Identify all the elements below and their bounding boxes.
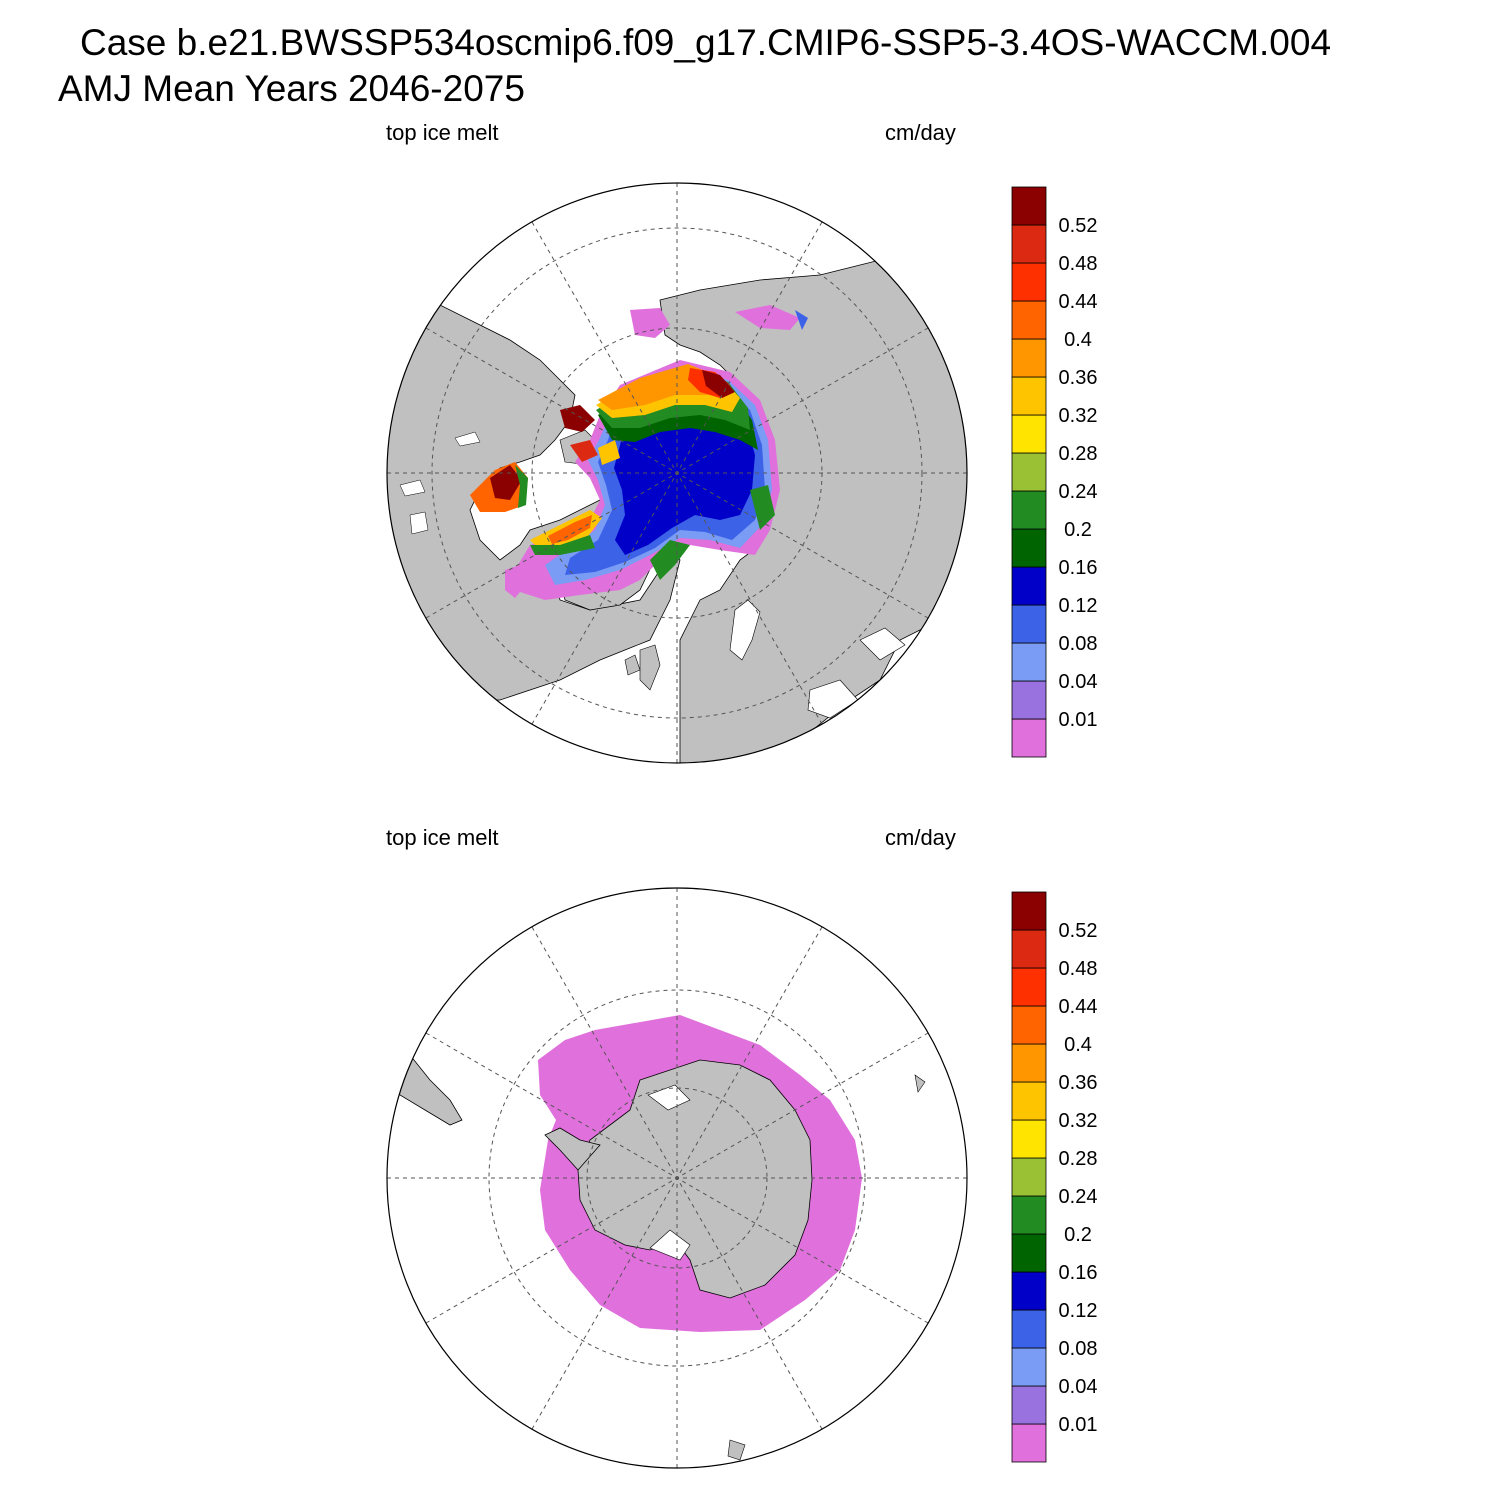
north-colorbar-label-11: 0.44 xyxy=(1059,291,1098,313)
north-colorbar-box-8 xyxy=(1011,414,1047,454)
north-colorbar-box-13 xyxy=(1011,224,1047,264)
south-colorbar-box-4 xyxy=(1011,1271,1047,1311)
north-colorbar-box-0 xyxy=(1011,718,1047,758)
north-colorbar-box-2 xyxy=(1011,642,1047,682)
south-units-label: cm/day xyxy=(885,825,956,850)
south-colorbar-label-4: 0.16 xyxy=(1059,1262,1098,1284)
south-colorbar-box-8 xyxy=(1011,1119,1047,1159)
north-colorbar-label-12: 0.48 xyxy=(1059,253,1098,275)
north-colorbar-label-9: 0.36 xyxy=(1059,367,1098,389)
north-colorbar-box-14 xyxy=(1011,186,1047,226)
south-colorbar-box-1 xyxy=(1011,1385,1047,1425)
north-colorbar-label-1: 0.04 xyxy=(1059,671,1098,693)
south-colorbar-box-11 xyxy=(1011,1005,1047,1045)
south-colorbar-box-13 xyxy=(1011,929,1047,969)
south-colorbar-label-3: 0.12 xyxy=(1059,1300,1098,1322)
south-colorbar-label-11: 0.44 xyxy=(1059,996,1098,1018)
south-colorbar-box-2 xyxy=(1011,1347,1047,1387)
south-colorbar-label-2: 0.08 xyxy=(1059,1338,1098,1360)
south-variable-label: top ice melt xyxy=(386,825,499,850)
south-colorbar-box-7 xyxy=(1011,1157,1047,1197)
north-variable-label: top ice melt xyxy=(386,120,499,145)
north-colorbar-box-3 xyxy=(1011,604,1047,644)
south-graticule xyxy=(387,888,967,1468)
north-colorbar-label-6: 0.24 xyxy=(1059,481,1098,503)
north-colorbar-box-6 xyxy=(1011,490,1047,530)
south-colorbar-box-0 xyxy=(1011,1423,1047,1463)
north-colorbar-label-2: 0.08 xyxy=(1059,633,1098,655)
south-colorbar-label-9: 0.36 xyxy=(1059,1072,1098,1094)
north-colorbar-box-1 xyxy=(1011,680,1047,720)
south-colorbar-label-0: 0.01 xyxy=(1059,1414,1098,1436)
north-polar-map xyxy=(386,182,968,764)
north-graticule xyxy=(387,183,967,763)
north-colorbar-box-11 xyxy=(1011,300,1047,340)
south-colorbar-label-12: 0.48 xyxy=(1059,958,1098,980)
north-colorbar: 0.01 0.04 0.08 0.12 0.16 0.2 0.24 0.28 0.32 0.36 0… xyxy=(1011,186,1098,758)
south-colorbar-box-5 xyxy=(1011,1233,1047,1273)
north-colorbar-label-7: 0.28 xyxy=(1059,443,1098,465)
north-colorbar-box-5 xyxy=(1011,528,1047,568)
north-colorbar-label-10: 0.4 xyxy=(1064,329,1092,351)
south-colorbar-box-3 xyxy=(1011,1309,1047,1349)
north-ice-melt-field xyxy=(470,305,808,600)
south-colorbar-box-10 xyxy=(1011,1043,1047,1083)
south-colorbar-label-1: 0.04 xyxy=(1059,1376,1098,1398)
south-colorbar-label-6: 0.24 xyxy=(1059,1186,1098,1208)
south-colorbar-box-14 xyxy=(1011,891,1047,931)
north-colorbar-box-7 xyxy=(1011,452,1047,492)
north-colorbar-box-10 xyxy=(1011,338,1047,378)
south-colorbar-label-10: 0.4 xyxy=(1064,1034,1092,1056)
north-map-border xyxy=(386,182,968,764)
north-units-label: cm/day xyxy=(885,120,956,145)
south-polar-map xyxy=(386,887,968,1469)
north-colorbar-box-4 xyxy=(1011,566,1047,606)
north-colorbar-box-9 xyxy=(1011,376,1047,416)
south-colorbar-label-8: 0.32 xyxy=(1059,1110,1098,1132)
south-colorbar: 0.01 0.04 0.08 0.12 0.16 0.2 0.24 0.28 0.32 0.36 0… xyxy=(1011,891,1098,1463)
south-colorbar-box-12 xyxy=(1011,967,1047,1007)
north-colorbar-label-8: 0.32 xyxy=(1059,405,1098,427)
south-colorbar-box-6 xyxy=(1011,1195,1047,1235)
south-map-border xyxy=(386,887,968,1469)
north-colorbar-label-13: 0.52 xyxy=(1059,215,1098,237)
period-subtitle: AMJ Mean Years 2046-2075 xyxy=(58,68,525,109)
south-colorbar-label-7: 0.28 xyxy=(1059,1148,1098,1170)
south-colorbar-label-13: 0.52 xyxy=(1059,920,1098,942)
north-colorbar-label-4: 0.16 xyxy=(1059,557,1098,579)
south-colorbar-label-5: 0.2 xyxy=(1064,1224,1092,1246)
main-title: Case b.e21.BWSSP534oscmip6.f09_g17.CMIP6… xyxy=(80,22,1332,63)
north-colorbar-label-0: 0.01 xyxy=(1059,709,1098,731)
north-colorbar-box-12 xyxy=(1011,262,1047,302)
north-colorbar-label-3: 0.12 xyxy=(1059,595,1098,617)
south-colorbar-box-9 xyxy=(1011,1081,1047,1121)
north-colorbar-label-5: 0.2 xyxy=(1064,519,1092,541)
